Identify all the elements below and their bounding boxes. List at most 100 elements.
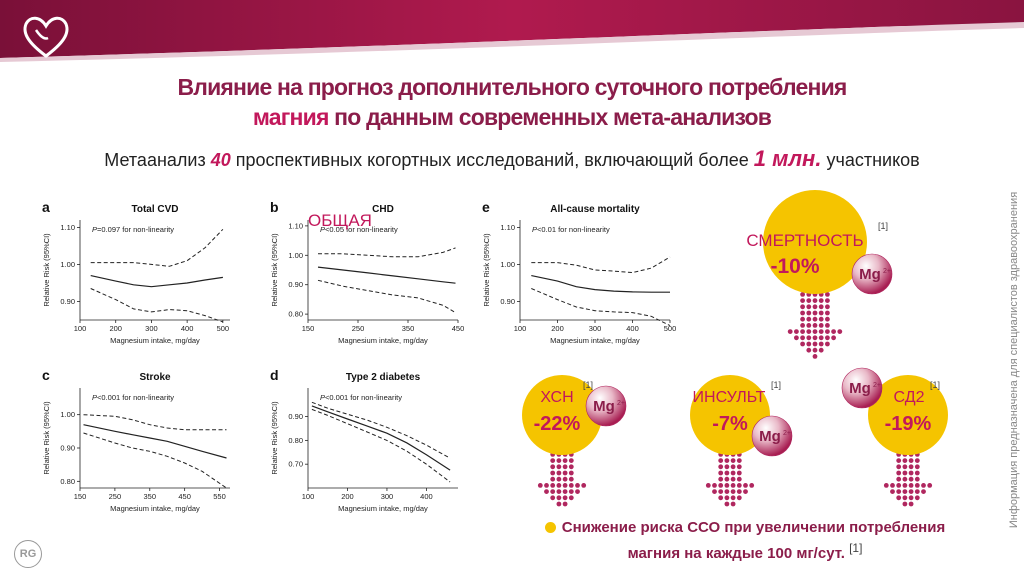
y-tick-label: 1.10 [500, 223, 515, 232]
bottom-note-line1: Снижение риска ССО при увеличении потреб… [561, 519, 946, 536]
risk-reduction-infographic: Mg 2+Mg 2+Mg 2+Mg 2+ [522, 190, 948, 507]
subtitle-prefix: Метаанализ [104, 150, 211, 170]
page-title-line1: Влияние на прогноз дополнительного суточ… [177, 74, 847, 100]
y-tick-label: 1.00 [60, 410, 75, 419]
bottom-note-ref: [1] [849, 541, 863, 555]
x-axis-label: Magnesium intake, mg/day [110, 504, 200, 513]
chart-svg: d Type 2 diabetes P<0.001 for non-linearit… [270, 367, 458, 513]
series-line-ci [90, 288, 224, 323]
x-axis-label: Magnesium intake, mg/day [550, 336, 640, 345]
series-line-ci [317, 279, 456, 314]
series-line-estimate [311, 405, 451, 471]
y-tick-label: 0.80 [288, 436, 303, 445]
x-tick-label: 200 [109, 324, 122, 333]
y-axis-label: Relative Risk (95%CI) [270, 233, 279, 307]
x-tick-label: 450 [452, 324, 465, 333]
item-yellow-circle [690, 375, 770, 455]
bullet-dot [544, 522, 556, 533]
panel-letter: d [270, 367, 279, 383]
x-tick-label: 150 [74, 492, 87, 501]
y-tick-label: 0.90 [288, 280, 303, 289]
subtitle-middle: проспективных когортных исследований, вк… [230, 150, 754, 170]
heart-logo-icon [23, 16, 69, 58]
item-chf-ref: [1] [582, 380, 593, 390]
svg-text:2+: 2+ [873, 382, 881, 389]
x-tick-label: 100 [514, 324, 527, 333]
chart-stroke: c Stroke P<0.001 for non-linearity 150 250 35… [40, 366, 240, 516]
x-tick-label: 450 [178, 492, 191, 501]
x-tick-label: 200 [551, 324, 564, 333]
subtitle-suffix: участников [821, 150, 920, 170]
svg-text:2+: 2+ [783, 430, 791, 437]
nonlinearity-note: P<0.001 for non-linearity [92, 393, 174, 402]
mg-ion-icon: Mg 2+ [841, 367, 883, 409]
main-label-line1: ОБЩАЯ [308, 211, 372, 230]
nonlinearity-note: P<0.05 for non-linearity [320, 225, 398, 234]
series-line-estimate [83, 424, 227, 459]
y-tick-label: 1.10 [288, 221, 303, 230]
side-disclaimer-text: Информация предназначена для специалисто… [1008, 191, 1020, 529]
nonlinearity-note: P=0.097 for non-linearity [92, 225, 174, 234]
main-value: -10% [770, 255, 820, 278]
item-yellow-circle [868, 375, 948, 455]
svg-text:Mg: Mg [759, 428, 781, 445]
y-tick-label: 0.90 [60, 444, 75, 453]
subtitle-count: 40 [210, 150, 231, 170]
x-tick-label: 500 [217, 324, 230, 333]
svg-text:2+: 2+ [617, 400, 625, 407]
item-stroke-label: ИНСУЛЬТ [692, 389, 766, 406]
x-tick-label: 400 [181, 324, 194, 333]
item-chf-label: ХСН [540, 389, 574, 406]
item-stroke-value: -7% [712, 413, 748, 435]
series-line-ci [90, 228, 224, 267]
bottom-note-line2: магния на каждые 100 мг/сут. [627, 545, 845, 562]
x-tick-label: 100 [74, 324, 87, 333]
title-rest: по данным современных мета-анализов [328, 104, 772, 130]
chart-svg: a Total CVD P=0.097 for non-linearity 100 20… [42, 199, 230, 345]
main-label-line2: СМЕРТНОСТЬ [746, 231, 864, 250]
svg-text:Mg: Mg [859, 266, 881, 283]
x-tick-label: 350 [144, 492, 157, 501]
bottom-note: Снижение риска ССО при увеличении потреб… [490, 518, 1000, 564]
page-title-line2: магния по данным современных мета-анализ… [0, 104, 1024, 131]
panel-letter: e [482, 199, 490, 215]
x-axis-label: Magnesium intake, mg/day [338, 336, 428, 345]
item-t2d-value: -19% [884, 413, 932, 435]
series-line-ci [531, 256, 671, 274]
x-tick-label: 400 [626, 324, 639, 333]
series-line-estimate [90, 275, 223, 288]
nonlinearity-note: P<0.01 for non-linearity [532, 225, 610, 234]
mg-ion-icon: Mg 2+ [585, 385, 627, 427]
x-axis-label: Magnesium intake, mg/day [338, 504, 428, 513]
y-tick-label: 0.70 [288, 460, 303, 469]
y-axis-label: Relative Risk (95%CI) [482, 233, 491, 307]
panel-letter: a [42, 199, 50, 215]
series-line-ci [83, 432, 227, 489]
x-tick-label: 350 [402, 324, 415, 333]
x-tick-label: 400 [420, 492, 433, 501]
series-line-estimate [317, 266, 456, 284]
y-axis-label: Relative Risk (95%CI) [42, 233, 51, 307]
series-line-ci [83, 414, 227, 431]
chart-chd: b CHD P<0.05 for non-linearity 150 250 350 450… [268, 198, 468, 348]
chart-title: Stroke [139, 372, 171, 383]
chart-svg: c Stroke P<0.001 for non-linearity 150 250 35… [42, 367, 230, 513]
y-tick-label: 0.90 [500, 297, 515, 306]
x-tick-label: 300 [381, 492, 394, 501]
mg-ion-icon: Mg 2+ [751, 415, 793, 457]
svg-text:Mg: Mg [849, 380, 871, 397]
x-axis-label: Magnesium intake, mg/day [110, 336, 200, 345]
mg-ion-icon: Mg 2+ [851, 253, 893, 295]
chart-total-cvd: a Total CVD P=0.097 for non-linearity 100 20… [40, 198, 240, 348]
series-line-ci [318, 247, 456, 258]
x-tick-label: 200 [341, 492, 354, 501]
y-tick-label: 0.80 [288, 310, 303, 319]
y-tick-label: 1.00 [500, 260, 515, 269]
x-tick-label: 300 [145, 324, 158, 333]
x-tick-label: 150 [302, 324, 315, 333]
chart-title: CHD [372, 204, 394, 215]
item-t2d-label: СД2 [893, 389, 925, 406]
chart-type2-diabetes: d Type 2 diabetes P<0.001 for non-linearit… [268, 366, 468, 516]
panel-letter: b [270, 199, 279, 215]
subtitle: Метаанализ 40 проспективных когортных ис… [0, 146, 1024, 172]
